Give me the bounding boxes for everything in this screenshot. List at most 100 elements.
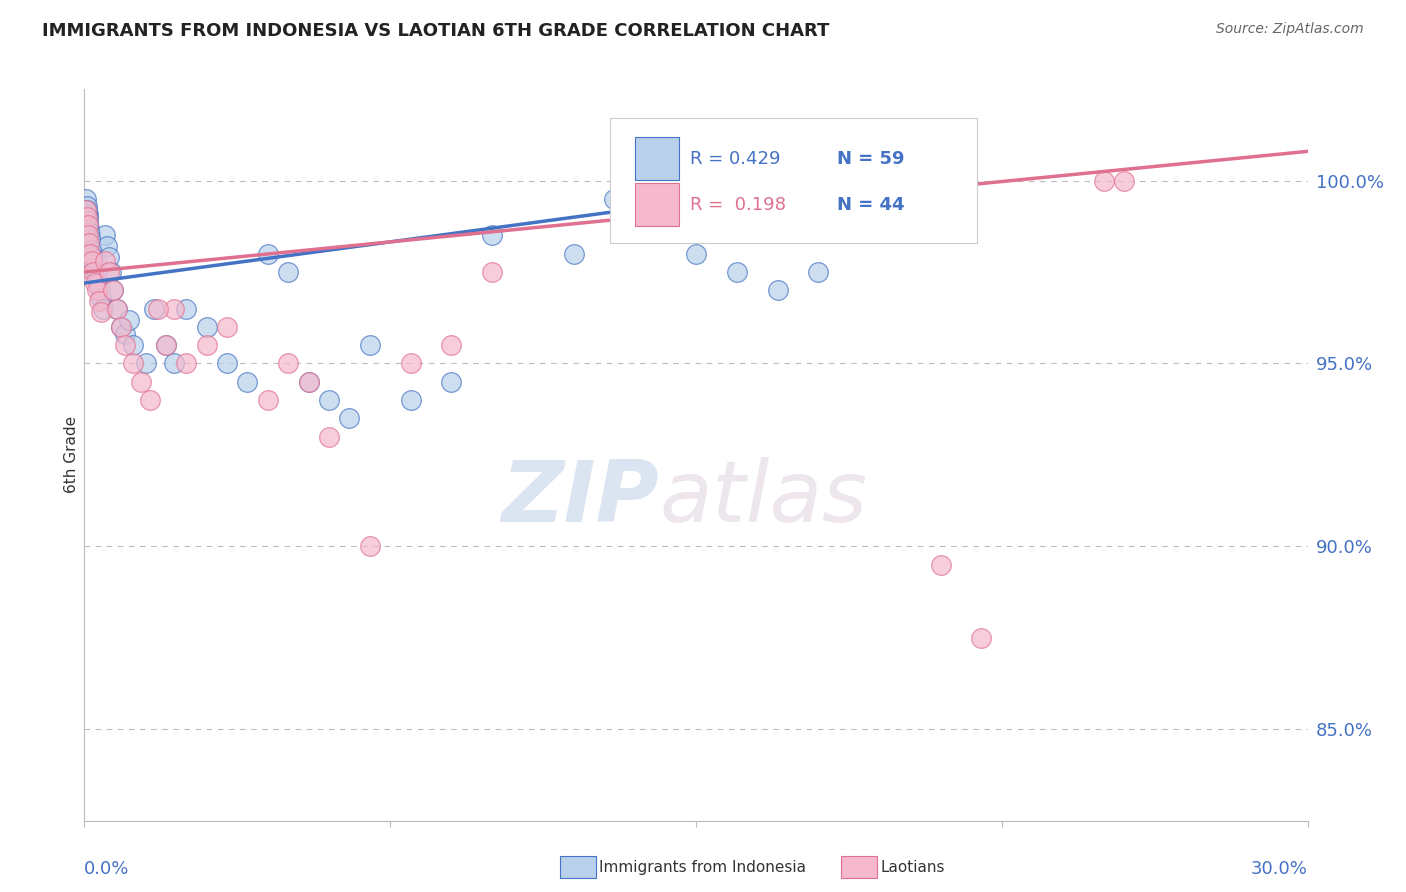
Point xyxy=(603,192,626,206)
Text: ZIP: ZIP xyxy=(502,458,659,541)
Point xyxy=(90,305,112,319)
Point xyxy=(100,265,122,279)
Point xyxy=(97,265,120,279)
Text: R =  0.198: R = 0.198 xyxy=(690,195,786,214)
Point xyxy=(76,218,98,232)
Point xyxy=(195,320,218,334)
Point xyxy=(110,320,132,334)
Point xyxy=(217,320,239,334)
Point xyxy=(77,235,100,250)
Point xyxy=(82,265,104,279)
Point xyxy=(90,291,112,305)
Text: N = 44: N = 44 xyxy=(837,195,904,214)
FancyBboxPatch shape xyxy=(636,183,679,227)
Point xyxy=(118,312,141,326)
Point xyxy=(481,265,503,279)
FancyBboxPatch shape xyxy=(636,137,679,180)
Point xyxy=(96,239,118,253)
Text: 30.0%: 30.0% xyxy=(1251,860,1308,878)
FancyBboxPatch shape xyxy=(610,119,977,243)
Point xyxy=(93,228,117,243)
Point xyxy=(970,631,993,645)
Point xyxy=(562,246,585,260)
Point xyxy=(82,251,104,265)
Point xyxy=(89,284,111,298)
Point xyxy=(766,284,789,298)
Point xyxy=(87,294,110,309)
Text: atlas: atlas xyxy=(659,458,868,541)
Point xyxy=(77,218,100,232)
Point xyxy=(142,301,165,316)
Point xyxy=(105,301,128,316)
Point xyxy=(146,301,169,316)
Point xyxy=(359,539,381,553)
Point xyxy=(79,228,101,243)
Point xyxy=(277,265,299,279)
Point xyxy=(163,301,186,316)
Point xyxy=(399,356,422,370)
Point xyxy=(318,430,340,444)
Text: N = 59: N = 59 xyxy=(837,150,904,168)
Point xyxy=(174,356,197,370)
Point xyxy=(93,254,117,268)
Point xyxy=(318,392,340,407)
Text: 0.0%: 0.0% xyxy=(84,860,129,878)
Point xyxy=(135,356,157,370)
Point xyxy=(155,338,177,352)
Point xyxy=(828,155,851,169)
Point xyxy=(114,338,136,352)
Text: R = 0.429: R = 0.429 xyxy=(690,150,780,168)
Point xyxy=(163,356,186,370)
Point xyxy=(725,155,748,169)
Point xyxy=(80,254,103,268)
Point xyxy=(298,375,321,389)
Point xyxy=(174,301,197,316)
Point xyxy=(101,284,124,298)
Point xyxy=(929,558,952,572)
Point xyxy=(79,228,101,243)
Point xyxy=(1114,174,1136,188)
Point xyxy=(76,202,98,217)
Point xyxy=(339,411,361,425)
Point xyxy=(685,246,707,260)
Point xyxy=(155,338,177,352)
Point xyxy=(114,327,136,342)
Point xyxy=(77,225,100,239)
Point xyxy=(131,375,153,389)
Text: Laotians: Laotians xyxy=(880,860,945,874)
Point xyxy=(122,338,145,352)
Text: Immigrants from Indonesia: Immigrants from Indonesia xyxy=(599,860,806,874)
Point xyxy=(75,202,97,217)
Y-axis label: 6th Grade: 6th Grade xyxy=(63,417,79,493)
Point xyxy=(91,301,114,316)
Point xyxy=(80,243,103,257)
Point xyxy=(77,214,100,228)
Point xyxy=(79,246,101,260)
Point xyxy=(82,246,104,260)
Point xyxy=(76,210,98,224)
Point xyxy=(110,320,132,334)
Text: IMMIGRANTS FROM INDONESIA VS LAOTIAN 6TH GRADE CORRELATION CHART: IMMIGRANTS FROM INDONESIA VS LAOTIAN 6TH… xyxy=(42,22,830,40)
Point xyxy=(725,265,748,279)
Point xyxy=(257,392,280,407)
Point xyxy=(75,192,97,206)
Text: Source: ZipAtlas.com: Source: ZipAtlas.com xyxy=(1216,22,1364,37)
Point xyxy=(138,392,160,407)
Point xyxy=(97,251,120,265)
Point xyxy=(257,246,280,260)
Point xyxy=(685,155,707,169)
Point xyxy=(236,375,259,389)
Point xyxy=(869,155,891,169)
Point xyxy=(440,375,463,389)
Point xyxy=(76,199,98,213)
Point xyxy=(87,276,110,290)
Point xyxy=(101,284,124,298)
Point xyxy=(217,356,239,370)
Point xyxy=(83,276,105,290)
Point xyxy=(79,235,101,250)
Point xyxy=(83,265,105,279)
Point xyxy=(84,254,107,268)
Point xyxy=(481,228,503,243)
Point xyxy=(440,338,463,352)
Point xyxy=(86,265,108,279)
